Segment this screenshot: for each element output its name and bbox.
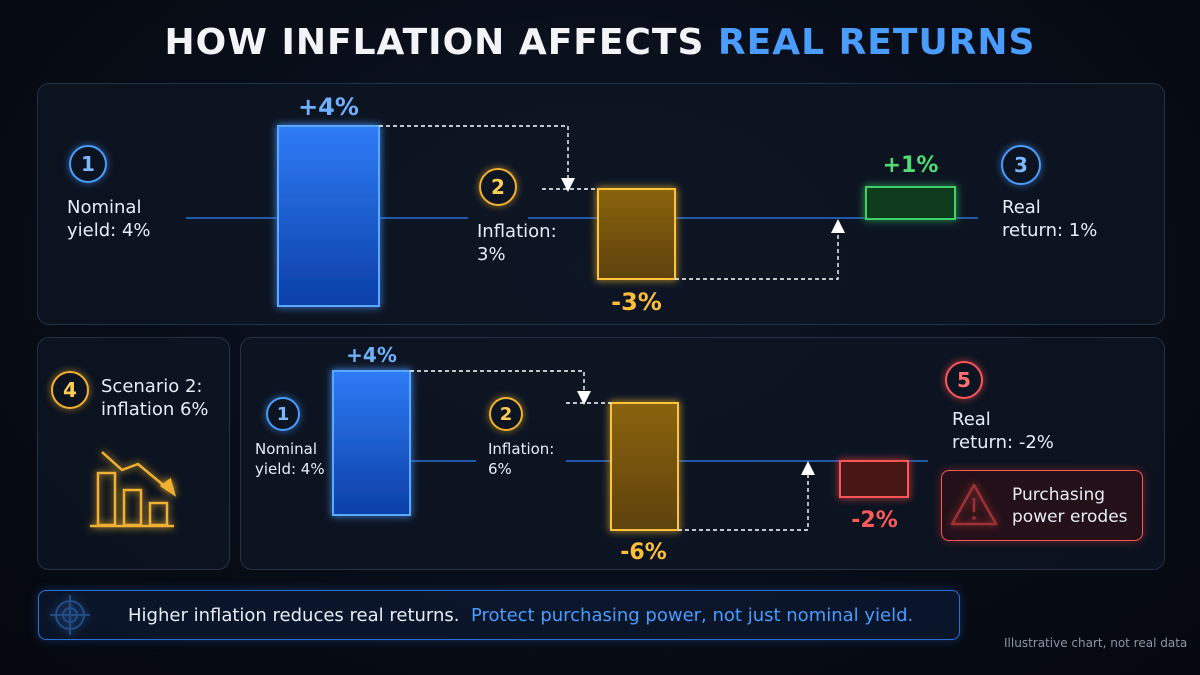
footer-highlight: Protect purchasing power, not just nomin…	[470, 605, 914, 626]
s2-step5-label: Real return: -2%	[952, 409, 1054, 454]
s2-intro-label: Scenario 2: inflation 6%	[101, 376, 209, 421]
s1-step1-label: Nominal yield: 4%	[67, 197, 151, 242]
s2-step2-label: Inflation: 6%	[488, 440, 555, 478]
s1-step1-badge: 1	[69, 145, 107, 183]
s2-step1-badge: 1	[266, 397, 300, 431]
s2-inflation-bar	[610, 402, 679, 531]
s1-inflation-value: -3%	[611, 288, 662, 316]
declining-bar-chart-icon	[90, 451, 177, 528]
s1-step3-label: Real return: 1%	[1002, 197, 1098, 242]
disclaimer-note: Illustrative chart, not real data	[1004, 636, 1188, 650]
s2-step1-label: Nominal yield: 4%	[255, 440, 325, 478]
s2-inflation-value: -6%	[620, 540, 667, 565]
s2-real-bar	[839, 460, 909, 498]
s2-connector-bottom	[678, 461, 815, 531]
s2-nominal-bar	[332, 370, 411, 516]
s1-nominal-bar	[277, 125, 380, 307]
s1-real-bar	[865, 186, 956, 220]
s1-inflation-bar	[597, 188, 676, 280]
s2-real-value: -2%	[851, 508, 898, 533]
warning-text: Purchasing power erodes	[1012, 485, 1128, 528]
scenario2-intro-panel	[37, 337, 230, 570]
s2-nominal-value: +4%	[346, 343, 397, 367]
footer-message: Higher inflation reduces real returns. P…	[128, 605, 914, 626]
s1-connector-bottom	[675, 219, 845, 280]
s1-step3-badge: 3	[1001, 145, 1041, 185]
footer-callout	[38, 590, 960, 640]
warning-box	[941, 470, 1143, 541]
s2-step2-badge: 2	[489, 397, 523, 431]
page-title: HOW INFLATION AFFECTS REAL RETURNS	[164, 22, 1036, 63]
s1-real-value: +1%	[882, 153, 939, 178]
s1-connector-top	[379, 125, 575, 192]
s1-nominal-value: +4%	[298, 93, 359, 121]
s1-step2-label: Inflation: 3%	[477, 221, 557, 266]
s2-step5-badge: 5	[945, 361, 983, 399]
s2-connector-top	[410, 370, 591, 405]
s1-step2-badge: 2	[479, 168, 517, 206]
s2-intro-badge: 4	[51, 371, 89, 409]
